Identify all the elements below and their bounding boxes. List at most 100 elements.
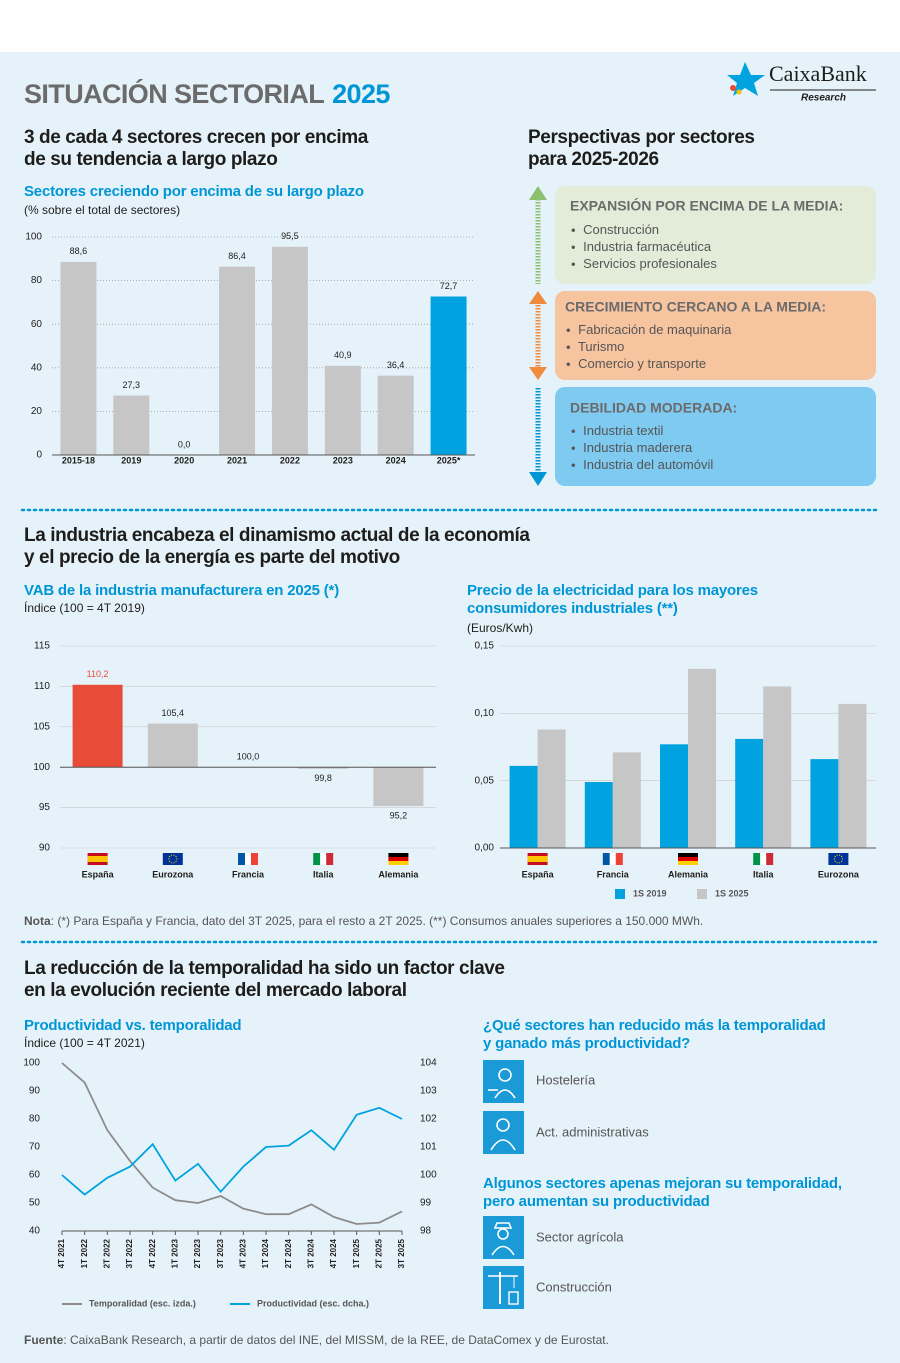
x-tick-label: España — [82, 869, 115, 879]
line-series — [61, 1062, 403, 1225]
flag-part — [678, 853, 698, 857]
flag-part — [841, 858, 844, 860]
y-tick-label: 100 — [23, 1058, 40, 1069]
flag-part — [251, 853, 258, 865]
perspective-item: • Servicios profesionales — [571, 256, 717, 271]
y-tick-label: 0,05 — [475, 775, 495, 786]
perspective-item: • Fabricación de maquinaria — [566, 322, 732, 337]
legend-swatch — [615, 889, 625, 899]
flag-part — [836, 862, 838, 864]
y-tick-label: 0,10 — [475, 708, 495, 719]
y-tick-label: 90 — [39, 843, 51, 854]
chart-title: Precio de la electricidad para los mayor… — [467, 582, 758, 599]
data-label: 95,5 — [281, 231, 299, 241]
perspective-box — [555, 186, 876, 284]
y-tick-label: 50 — [29, 1198, 41, 1209]
perspective-item: • Industria del automóvil — [571, 457, 713, 472]
flag-part — [173, 854, 175, 856]
data-label: 99,8 — [314, 773, 332, 783]
flag — [238, 853, 258, 865]
sector-name: Sector agrícola — [536, 1229, 624, 1244]
perspective-item-text: Industria textil — [583, 423, 663, 438]
bar — [430, 296, 467, 455]
x-tick-label: Italia — [753, 869, 775, 879]
perspective-item-text: Turismo — [578, 339, 624, 354]
flag-part — [238, 853, 245, 865]
x-tick-label: 1T 2025 — [352, 1238, 361, 1268]
y2-tick-label: 104 — [420, 1058, 437, 1069]
source: Fuente: CaixaBank Research, a partir de … — [24, 1333, 609, 1347]
x-tick-label: Alemania — [668, 869, 709, 879]
perspective-heading: CRECIMIENTO CERCANO A LA MEDIA: — [565, 299, 826, 315]
section-heading: La industria encabeza el dinamismo actua… — [24, 525, 530, 546]
note: Nota: (*) Para España y Francia, dato de… — [24, 914, 703, 928]
flag-part — [170, 854, 173, 856]
icon-shape — [493, 1222, 513, 1229]
flag-part — [320, 853, 327, 865]
y-tick-label: 60 — [29, 1170, 41, 1181]
data-label: 100,0 — [237, 752, 260, 762]
x-tick-label: Eurozona — [152, 869, 194, 879]
data-label: 0,0 — [178, 439, 191, 449]
chart-title: Productividad vs. temporalidad — [24, 1017, 241, 1034]
question: pero aumentan su productividad — [483, 1193, 710, 1210]
perspective-item: • Construcción — [571, 222, 659, 237]
section-heading: de su tendencia a largo plazo — [24, 149, 277, 170]
x-tick-label: 2T 2024 — [284, 1238, 293, 1268]
chart-title: Sectores creciendo por encima de su larg… — [24, 183, 364, 200]
flag — [828, 853, 849, 865]
bar — [298, 767, 349, 769]
bar — [60, 261, 97, 455]
chart-title: VAB de la industria manufacturera en 202… — [24, 582, 339, 599]
perspective-arrows — [529, 186, 547, 486]
perspective-box — [555, 387, 876, 486]
flag-part — [602, 853, 610, 865]
bar — [612, 752, 641, 848]
legend-label: Temporalidad (esc. izda.) — [89, 1298, 196, 1308]
arrow-head — [529, 186, 547, 200]
data-label: 110,2 — [87, 669, 109, 679]
logo-star — [727, 62, 765, 96]
bar — [377, 375, 414, 455]
flag-part — [175, 856, 177, 858]
flag-part — [388, 857, 409, 861]
sector-icon — [483, 1111, 524, 1154]
x-tick-label: 2T 2023 — [193, 1238, 202, 1268]
y-tick-label: 60 — [31, 319, 43, 330]
perspective-item: • Turismo — [566, 339, 624, 354]
y2-tick-label: 102 — [420, 1114, 437, 1125]
arrow-head — [529, 367, 547, 380]
flag-part — [168, 858, 170, 860]
x-tick-label: 1T 2023 — [170, 1238, 179, 1268]
x-tick-label: 3T 2025 — [397, 1238, 406, 1268]
y2-tick-label: 100 — [420, 1170, 437, 1181]
perspective-item: • Industria farmacéutica — [571, 239, 712, 254]
x-tick-label: 4T 2022 — [148, 1238, 157, 1268]
section-heading: y el precio de la energía es parte del m… — [24, 547, 400, 568]
flag — [678, 853, 698, 865]
x-tick-label: 2024 — [386, 455, 406, 465]
arrow-head — [529, 472, 547, 486]
bar — [660, 744, 688, 848]
flag-part — [828, 853, 849, 865]
chart-subtitle: Índice (100 = 4T 2021) — [24, 1035, 145, 1050]
perspective-item-text: Industria maderera — [583, 440, 693, 455]
flag — [527, 853, 548, 865]
x-tick-label: 3T 2024 — [306, 1238, 315, 1268]
x-tick-label: España — [522, 869, 555, 879]
x-tick-label: 1T 2022 — [80, 1238, 89, 1268]
perspective-item-text: Industria farmacéutica — [583, 239, 712, 254]
x-tick-label: 2T 2025 — [374, 1238, 383, 1268]
perspective-box — [555, 291, 876, 380]
legend-label: 1S 2025 — [715, 888, 749, 898]
section-heading: Perspectivas por sectores — [528, 127, 755, 148]
data-label: 105,4 — [162, 708, 185, 718]
flag — [313, 853, 334, 865]
sector-name: Hostelería — [536, 1072, 596, 1087]
sector-name: Act. administrativas — [536, 1124, 649, 1139]
note-label: Nota — [24, 914, 51, 928]
perspective-item-text: Comercio y transporte — [578, 356, 706, 371]
x-tick-label: 2015-18 — [62, 455, 95, 465]
